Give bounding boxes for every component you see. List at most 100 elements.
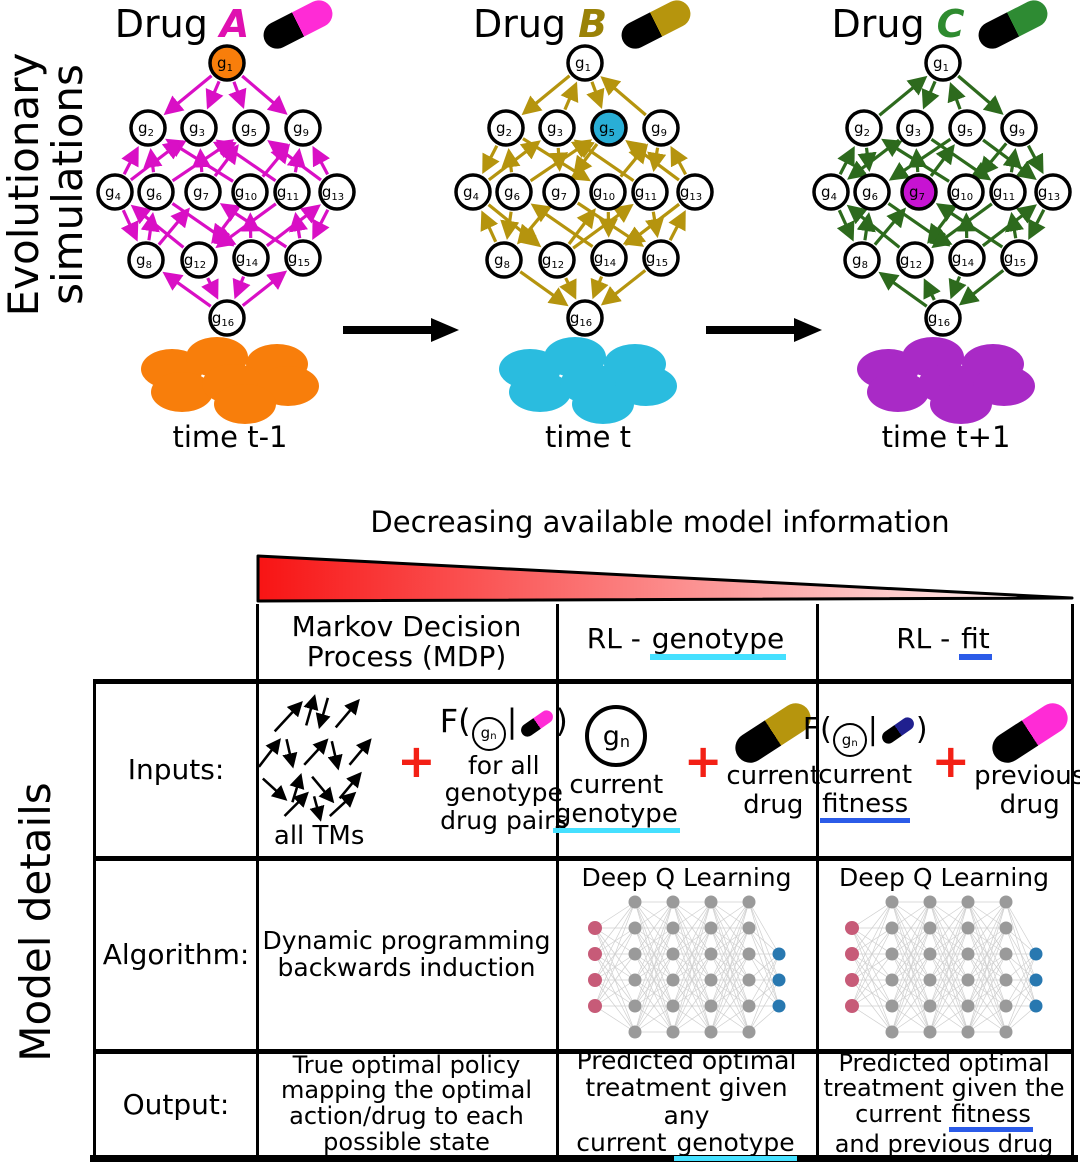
time-t-label: time t bbox=[544, 420, 632, 454]
header-mdp: Markov Decision Process (MDP) bbox=[291, 609, 522, 673]
nn-hidden-node bbox=[628, 1025, 641, 1039]
row-label-algorithm: Algorithm: bbox=[102, 937, 250, 971]
genotype-node-g9 bbox=[284, 109, 322, 147]
genotype-node-label: g16 bbox=[928, 309, 950, 329]
drug-a-letter: A bbox=[219, 2, 250, 46]
mutation-arrow bbox=[948, 275, 967, 300]
genotype-node-g7 bbox=[184, 173, 222, 211]
mutation-arrow bbox=[847, 138, 901, 180]
mutation-arrow bbox=[519, 270, 569, 307]
mutation-arrow bbox=[487, 140, 541, 182]
nn-hidden-node bbox=[704, 999, 717, 1013]
tm-arrow bbox=[311, 775, 335, 803]
genotype-node-label: g5 bbox=[957, 119, 973, 139]
genotype-node-g8 bbox=[127, 241, 165, 279]
plus-icon: + bbox=[397, 734, 436, 788]
genotype-node-label: g8 bbox=[494, 251, 510, 271]
genotype-node-g1 bbox=[566, 44, 604, 82]
genotype-node-g2 bbox=[487, 109, 525, 147]
table-hline-2 bbox=[93, 856, 1074, 861]
mutation-arrow bbox=[121, 145, 139, 175]
genotype-node-label: g15 bbox=[646, 249, 668, 269]
genotype-node-g9 bbox=[1000, 109, 1038, 147]
nn-input-node bbox=[587, 947, 602, 961]
genotype-node-label: g10 bbox=[235, 183, 257, 203]
genotype-node-g10 bbox=[231, 173, 269, 211]
tm-arrow bbox=[329, 791, 357, 817]
genotype-underlined: genotype bbox=[649, 625, 787, 660]
genotype-node-label: g12 bbox=[542, 251, 564, 271]
mutation-arrow bbox=[312, 145, 330, 176]
time-t+1-label: time t+1 bbox=[881, 420, 1011, 454]
genotype-node-label: g4 bbox=[463, 183, 479, 203]
mutation-arrow bbox=[619, 143, 649, 178]
nn-hidden-node bbox=[961, 1025, 975, 1039]
genotype-node-label: g8 bbox=[852, 251, 868, 271]
nn-input-node bbox=[587, 921, 602, 935]
nn-input-node bbox=[845, 973, 859, 987]
nn-hidden-node bbox=[885, 973, 899, 987]
genotype-node-g7 bbox=[542, 173, 580, 211]
mutation-arrow bbox=[559, 277, 577, 300]
nn-hidden-node bbox=[628, 973, 641, 987]
mutation-arrow bbox=[163, 74, 213, 116]
table-vline-1 bbox=[256, 604, 259, 1161]
mutation-arrow bbox=[978, 142, 1008, 177]
nn-hidden-node bbox=[628, 947, 641, 961]
genotype-node-g6 bbox=[853, 173, 891, 211]
mutation-arrow bbox=[213, 144, 239, 177]
mutation-arrow bbox=[921, 80, 940, 110]
tm-arrow bbox=[258, 737, 282, 768]
mutation-arrow bbox=[586, 81, 605, 110]
genotype-node-label: g3 bbox=[189, 119, 205, 139]
genotype-node-g4 bbox=[812, 173, 850, 211]
mutation-arrow bbox=[482, 145, 500, 175]
nn-hidden-node bbox=[923, 999, 937, 1013]
gradient-title: Decreasing available model information bbox=[370, 505, 950, 539]
drug-c-letter: C bbox=[936, 2, 965, 46]
genotype-node-g12 bbox=[538, 241, 576, 279]
genotype-node-label: g11 bbox=[993, 183, 1015, 203]
mutation-arrow bbox=[312, 209, 330, 241]
mutation-arrow bbox=[120, 209, 139, 242]
nn-input-node bbox=[587, 973, 602, 987]
drug-c-title: Drug C bbox=[806, 0, 1076, 53]
row-label-output: Output: bbox=[122, 1087, 230, 1121]
mutation-arrow bbox=[548, 147, 569, 172]
genotype-node-g6 bbox=[495, 173, 533, 211]
time-step-arrow-a-b bbox=[343, 318, 459, 342]
nn-hidden-node bbox=[628, 895, 641, 909]
genotype-node-label: g11 bbox=[277, 183, 299, 203]
genotype-node-label: g15 bbox=[1004, 249, 1026, 269]
genotype-node-g7 bbox=[900, 173, 938, 211]
genotype-node-label: g6 bbox=[146, 183, 162, 203]
mutation-arrow bbox=[241, 270, 288, 307]
genotype-nodes-B: g1 g2 g3 g4 g5 g6 g7 g8 g9 g10 g11 g12 g13 g14 g15 g16 bbox=[454, 44, 714, 337]
genotype-node-label: g4 bbox=[105, 183, 121, 203]
genotype-node-g11 bbox=[989, 173, 1027, 211]
mutation-arrow bbox=[856, 211, 876, 241]
mutation-arrow bbox=[228, 81, 247, 110]
genotype-node-g14 bbox=[232, 239, 270, 277]
mutation-arrow bbox=[500, 211, 520, 241]
mutation-arrows-B bbox=[480, 74, 688, 307]
cell-population-B bbox=[499, 337, 677, 424]
nn-hidden-node bbox=[704, 1025, 717, 1039]
mutation-arrow bbox=[560, 81, 579, 111]
genotype-node-label: g11 bbox=[635, 183, 657, 203]
nn-hidden-node bbox=[999, 973, 1013, 987]
mutation-arrow bbox=[600, 269, 647, 306]
genotype-node-g8 bbox=[485, 241, 523, 279]
mutation-arrow bbox=[480, 210, 499, 243]
mutation-arrow bbox=[931, 202, 993, 249]
genotype-node-label: g16 bbox=[212, 309, 234, 329]
nn-hidden-node bbox=[999, 947, 1013, 961]
mutation-arrow bbox=[241, 74, 288, 115]
mutation-arrow bbox=[130, 204, 185, 249]
genotype-node-g16 bbox=[924, 299, 962, 337]
genotype-node-label: g1 bbox=[217, 54, 233, 74]
mutation-arrow bbox=[958, 269, 1005, 306]
genotype-node-g4 bbox=[96, 173, 134, 211]
mutation-arrow bbox=[957, 74, 1004, 115]
